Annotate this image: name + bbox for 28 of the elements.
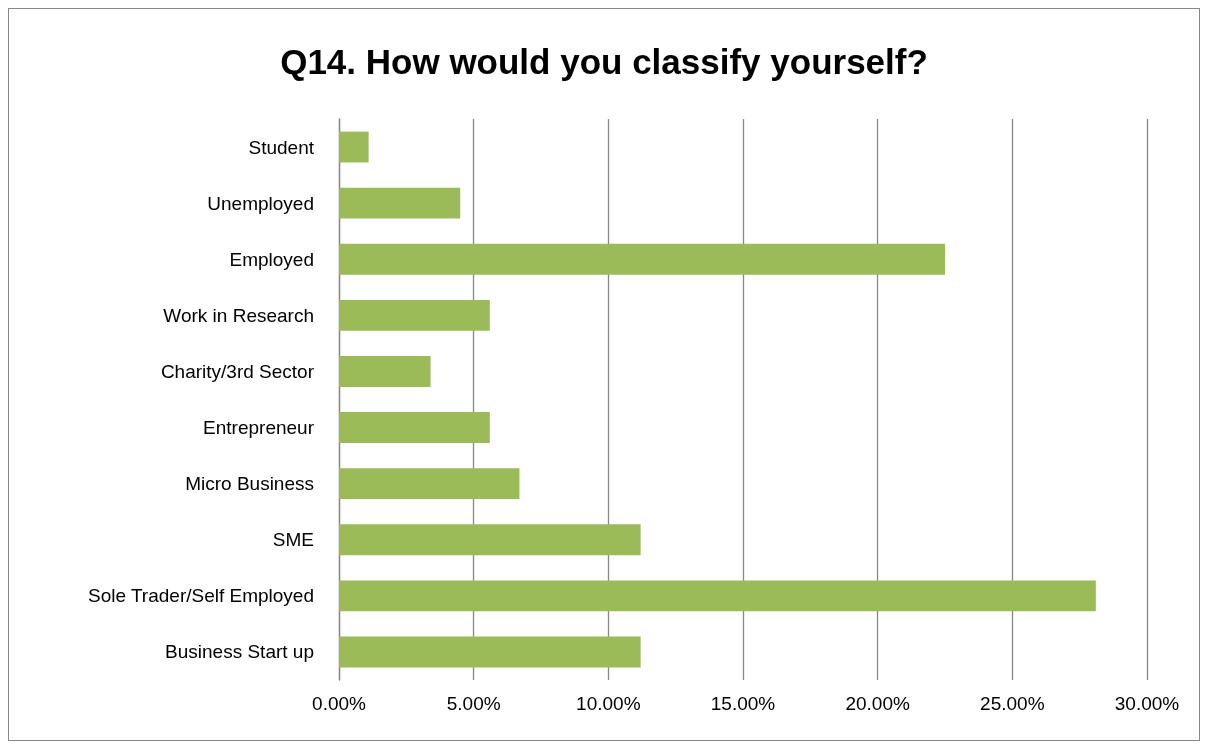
bar <box>339 412 490 443</box>
y-tick-label: Employed <box>229 248 314 270</box>
y-tick-label: Business Start up <box>165 641 314 663</box>
bar <box>339 187 461 219</box>
x-tick-label: 30.00% <box>1114 693 1180 714</box>
x-tick-label: 25.00% <box>980 693 1045 714</box>
bar <box>339 524 641 556</box>
x-tick-label: 20.00% <box>845 693 910 714</box>
bar <box>339 636 641 668</box>
y-tick-label: Micro Business <box>185 473 314 495</box>
x-tick-label: 15.00% <box>710 693 776 714</box>
x-tick-label: 10.00% <box>576 693 641 714</box>
y-tick-label: Student <box>248 136 315 158</box>
bar <box>339 468 520 500</box>
x-tick-label: 5.00% <box>446 693 501 714</box>
chart-title: Q14. How would you classify yourself? <box>280 42 928 81</box>
bar <box>339 356 431 387</box>
x-tick-label: 0.00% <box>312 693 367 714</box>
y-tick-label: Unemployed <box>207 192 314 214</box>
y-tick-label: Entrepreneur <box>203 417 315 439</box>
y-tick-label: Sole Trader/Self Employed <box>87 585 314 607</box>
y-tick-label: Work in Research <box>163 304 314 326</box>
bar <box>339 580 1096 612</box>
bar <box>339 243 945 275</box>
y-tick-label: SME <box>272 529 314 551</box>
bar <box>339 131 369 163</box>
bar <box>339 299 490 331</box>
y-tick-label: Charity/3rd Sector <box>160 360 315 382</box>
